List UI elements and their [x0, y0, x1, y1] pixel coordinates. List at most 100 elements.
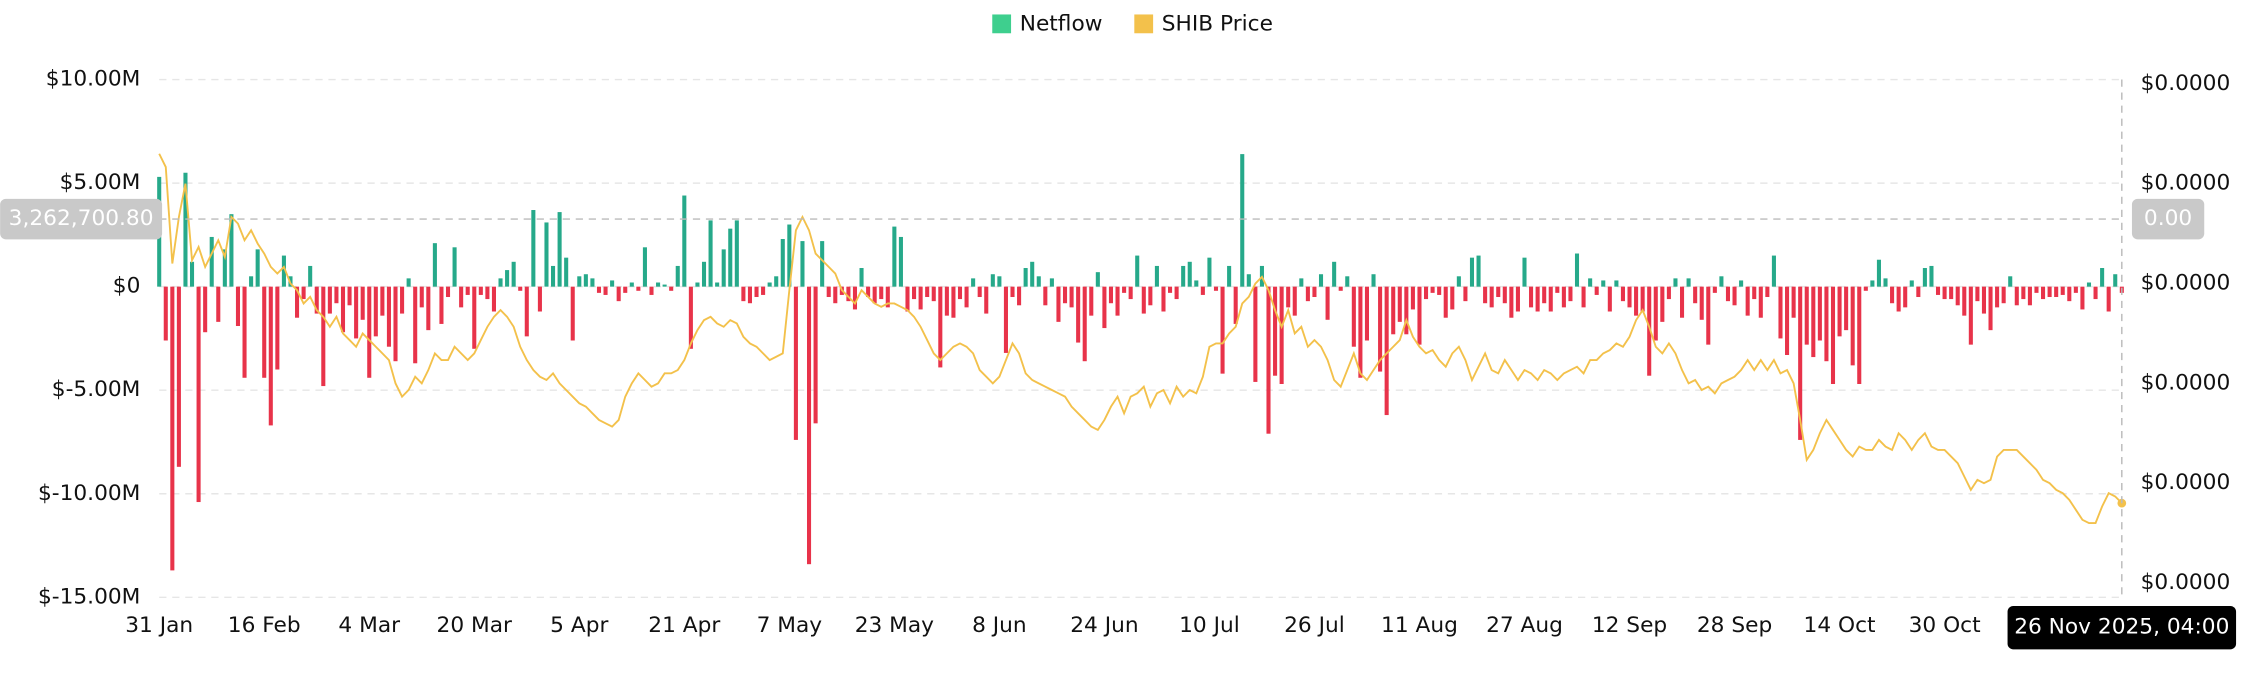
- bar: [1765, 286, 1770, 298]
- bar: [1168, 286, 1173, 293]
- bar: [1286, 286, 1291, 308]
- bar: [1338, 286, 1343, 291]
- bar: [301, 286, 306, 300]
- bar: [255, 249, 260, 287]
- bar: [1463, 286, 1468, 302]
- bar: [1785, 286, 1790, 355]
- bar: [1122, 286, 1127, 293]
- bar: [1141, 286, 1146, 314]
- bar: [1594, 286, 1599, 295]
- x-tick-label: 11 Aug: [1381, 613, 1458, 638]
- bar: [1574, 253, 1580, 287]
- x-tick-label: 23 May: [855, 613, 934, 638]
- bar: [2093, 286, 2098, 300]
- bar: [590, 278, 595, 287]
- bar: [308, 265, 313, 287]
- bar: [275, 286, 280, 370]
- bar: [209, 236, 214, 287]
- crosshair-y-label: 3,262,700.80: [9, 206, 154, 231]
- bar: [524, 286, 529, 337]
- bar: [1601, 280, 1606, 287]
- bar: [551, 265, 556, 287]
- bar: [623, 286, 628, 293]
- bar: [1496, 286, 1501, 298]
- bar: [1430, 286, 1435, 293]
- bar: [695, 282, 700, 287]
- bar: [669, 286, 674, 291]
- bar: [1955, 286, 1960, 306]
- bar: [728, 228, 733, 287]
- bar: [176, 286, 181, 467]
- bar: [295, 286, 300, 318]
- bar: [1489, 286, 1494, 308]
- bar: [1903, 286, 1908, 308]
- bar: [1043, 286, 1048, 306]
- y-tick-label: $-5.00M: [52, 377, 141, 402]
- bar: [1292, 286, 1297, 316]
- crosshair-x-box: [2007, 605, 2237, 650]
- bar: [1581, 286, 1586, 308]
- x-tick-label: 27 Aug: [1486, 613, 1563, 638]
- bar: [1312, 286, 1317, 298]
- bar: [2047, 286, 2052, 298]
- bar: [452, 247, 457, 287]
- bar: [1929, 265, 1934, 287]
- bar: [249, 276, 254, 287]
- x-tick-label: 12 Sep: [1592, 613, 1667, 638]
- bar: [1351, 286, 1356, 347]
- bar: [557, 212, 562, 287]
- legend-swatch: [1134, 14, 1154, 34]
- bar: [1647, 286, 1652, 376]
- bar: [1837, 286, 1842, 337]
- bar: [1358, 286, 1363, 378]
- bar: [774, 276, 779, 287]
- bar: [518, 286, 523, 291]
- bar: [1686, 278, 1691, 287]
- bar: [400, 286, 405, 314]
- legend: Netflow SHIB Price: [992, 12, 1273, 37]
- bar: [1653, 286, 1658, 341]
- bar: [1529, 286, 1534, 308]
- bar: [1187, 261, 1192, 287]
- y2-tick-label: $0.0000: [2141, 171, 2231, 196]
- bar: [1082, 286, 1087, 362]
- bar: [1076, 286, 1081, 343]
- bar: [1640, 286, 1645, 312]
- bar: [1227, 265, 1232, 287]
- bar: [1089, 286, 1094, 316]
- bar: [1627, 286, 1632, 308]
- bar: [754, 286, 759, 298]
- bar: [511, 261, 516, 287]
- bar: [1279, 286, 1284, 384]
- bar: [1200, 286, 1205, 295]
- bar: [629, 282, 634, 287]
- bar: [268, 286, 273, 426]
- bar: [636, 286, 641, 291]
- bar: [925, 286, 930, 298]
- bar: [583, 274, 588, 287]
- bar: [1542, 286, 1547, 304]
- bar: [1253, 286, 1258, 382]
- bar: [1725, 286, 1731, 302]
- bar: [1883, 278, 1888, 287]
- bar: [715, 282, 720, 287]
- bar: [951, 286, 956, 318]
- bar: [1739, 280, 1744, 287]
- bar: [367, 286, 372, 378]
- x-tick-label: 16 Feb: [228, 613, 301, 638]
- x-tick-label: 30 Oct: [1909, 613, 1981, 638]
- bar: [229, 214, 234, 287]
- bar: [649, 286, 654, 295]
- bar: [340, 286, 346, 333]
- y-tick-label: $5.00M: [60, 170, 141, 195]
- x-tick-label: 4 Mar: [338, 613, 400, 638]
- bar: [1522, 257, 1527, 287]
- bar: [1404, 286, 1409, 335]
- bar: [570, 286, 575, 341]
- bar: [216, 286, 221, 322]
- bar: [1561, 286, 1566, 308]
- bar: [360, 286, 365, 320]
- bar: [1916, 286, 1921, 298]
- bar: [1949, 286, 1954, 300]
